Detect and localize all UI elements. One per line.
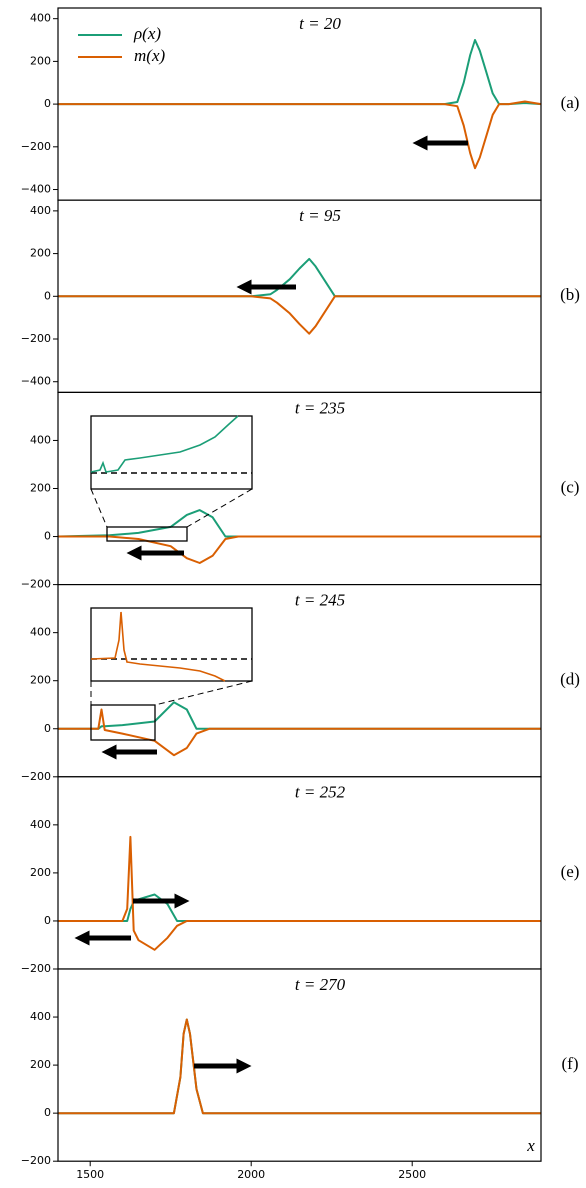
y-tick-label: 0 [44, 289, 51, 302]
y-tick-label: −200 [21, 962, 51, 975]
line-series [58, 708, 541, 757]
y-tick-label: 200 [30, 866, 51, 879]
y-tick-label: 400 [30, 204, 51, 217]
panel-title: t = 270 [295, 975, 346, 994]
x-tick-label: 2000 [237, 1168, 265, 1181]
y-tick-label: 400 [30, 818, 51, 831]
y-tick-label: 200 [30, 54, 51, 67]
line-series [58, 835, 541, 951]
y-tick-label: −400 [21, 375, 51, 388]
y-tick-label: 0 [44, 1106, 51, 1119]
panel-title: t = 252 [295, 783, 346, 802]
x-tick-label: 2500 [398, 1168, 426, 1181]
panel-title: t = 95 [299, 206, 341, 225]
panel: −400 −200 0 200 400 t = 20 (a) ρ(x) m(x) [21, 7, 580, 206]
inset-trace [90, 415, 239, 473]
line-series [58, 1018, 541, 1115]
y-tick-label: −200 [21, 140, 51, 153]
y-tick-label: −200 [21, 578, 51, 591]
x-axis-label: x [526, 1136, 535, 1155]
panel-label: (d) [560, 670, 580, 689]
y-tick-label: 400 [30, 433, 51, 446]
y-tick-label: 400 [30, 626, 51, 639]
line-series [58, 100, 542, 170]
panel-label: (e) [561, 862, 580, 881]
panel-title: t = 20 [299, 14, 341, 33]
zoom-line [186, 488, 253, 528]
y-tick-label: −200 [21, 1154, 51, 1167]
inset-trace [90, 611, 226, 682]
panel-label: (f) [562, 1054, 579, 1073]
plot-area [58, 969, 541, 1162]
x-tick-label: 1500 [76, 1168, 104, 1181]
y-tick-label: 200 [30, 247, 51, 260]
y-tick-label: 0 [44, 530, 51, 543]
line-series [58, 535, 541, 564]
y-tick-label: 0 [44, 914, 51, 927]
y-tick-label: −400 [21, 183, 51, 196]
y-tick-label: −200 [21, 332, 51, 345]
panel-title: t = 245 [295, 591, 345, 610]
panel-label: (a) [561, 93, 580, 112]
inset-c [90, 415, 253, 542]
y-tick-label: 0 [44, 97, 51, 110]
y-tick-label: 0 [44, 722, 51, 735]
legend-label: ρ(x) [133, 24, 161, 43]
inset-d [90, 607, 253, 741]
line-series [58, 295, 541, 335]
panel-title: t = 235 [295, 398, 345, 417]
y-tick-label: 200 [30, 482, 51, 495]
panel-label: (c) [561, 477, 580, 496]
zoom-box [90, 704, 156, 741]
panel-label: (b) [560, 285, 580, 304]
zoom-line [90, 488, 108, 528]
panel: −200 0 200 400 t = 252 (e) [21, 776, 580, 975]
legend-label: m(x) [134, 46, 165, 65]
line-series [57, 509, 541, 538]
y-tick-label: 400 [30, 1010, 51, 1023]
panel: −400 −200 0 200 400 t = 95 (b) [21, 199, 580, 398]
zoom-line [154, 680, 253, 706]
zoom-box [106, 526, 188, 542]
y-tick-label: 200 [30, 1058, 51, 1071]
panel: −200 0 200 400 1500 2000 2500 t = 270 (f) x [21, 968, 579, 1181]
y-tick-label: 400 [30, 12, 51, 25]
inset-box [90, 607, 253, 682]
y-tick-label: 200 [30, 674, 51, 687]
y-tick-label: −200 [21, 770, 51, 783]
plot-area [58, 776, 541, 969]
